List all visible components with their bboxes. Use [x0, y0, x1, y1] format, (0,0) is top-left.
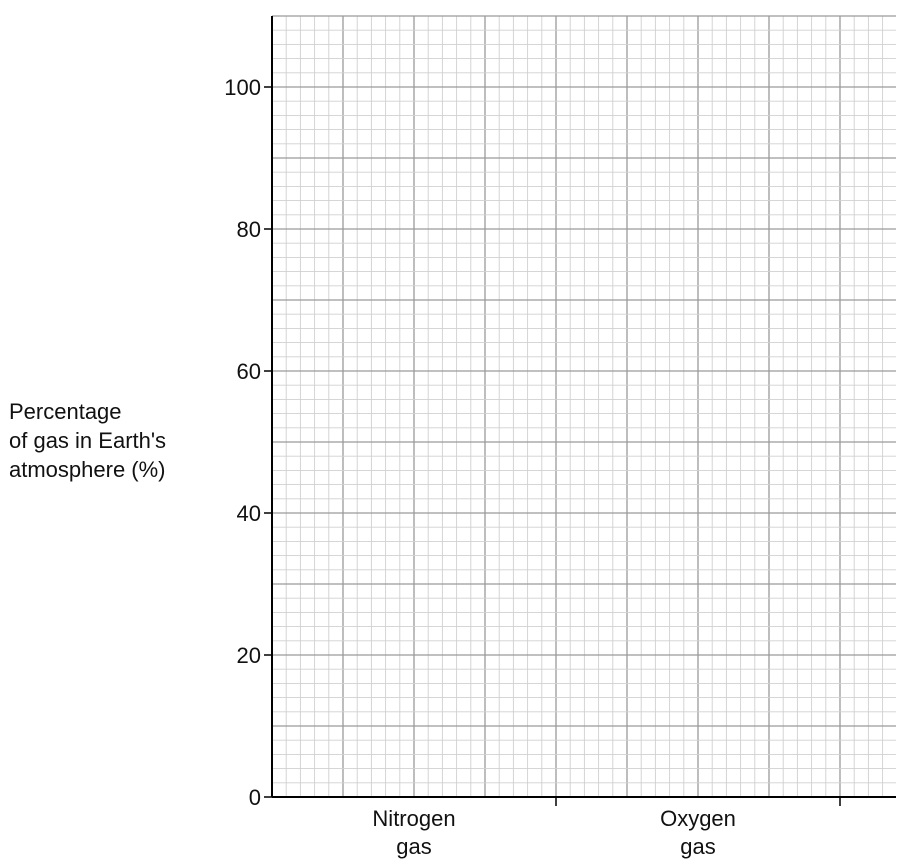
y-axis-label-text: Percentage of gas in Earth's atmosphere (%…	[9, 399, 166, 482]
x-category-label: Nitrogen gas	[372, 806, 455, 859]
y-tick-label: 20	[237, 643, 261, 668]
x-category-label-line: Nitrogen	[372, 806, 455, 831]
y-axis-label: Percentage of gas in Earth's atmosphere (%…	[9, 399, 166, 482]
x-category-label-line: Oxygen	[660, 806, 736, 831]
y-tick-label: 40	[237, 501, 261, 526]
y-axis-label-line: Percentage	[9, 399, 122, 424]
y-tick-label: 80	[237, 217, 261, 242]
grid-lines	[271, 15, 896, 798]
y-axis-label-line: atmosphere (%)	[9, 457, 166, 482]
y-axis-label-line: of gas in Earth's	[9, 428, 166, 453]
x-category-label-line: gas	[396, 834, 431, 859]
axes	[264, 16, 896, 806]
x-category-labels: Nitrogen gas Oxygen gas	[372, 806, 735, 859]
x-category-label: Oxygen gas	[660, 806, 736, 859]
y-tick-labels: 0 20 40 60 80 100	[224, 75, 261, 810]
y-tick-label: 60	[237, 359, 261, 384]
y-tick-label: 100	[224, 75, 261, 100]
x-category-label-line: gas	[680, 834, 715, 859]
y-tick-label: 0	[249, 785, 261, 810]
